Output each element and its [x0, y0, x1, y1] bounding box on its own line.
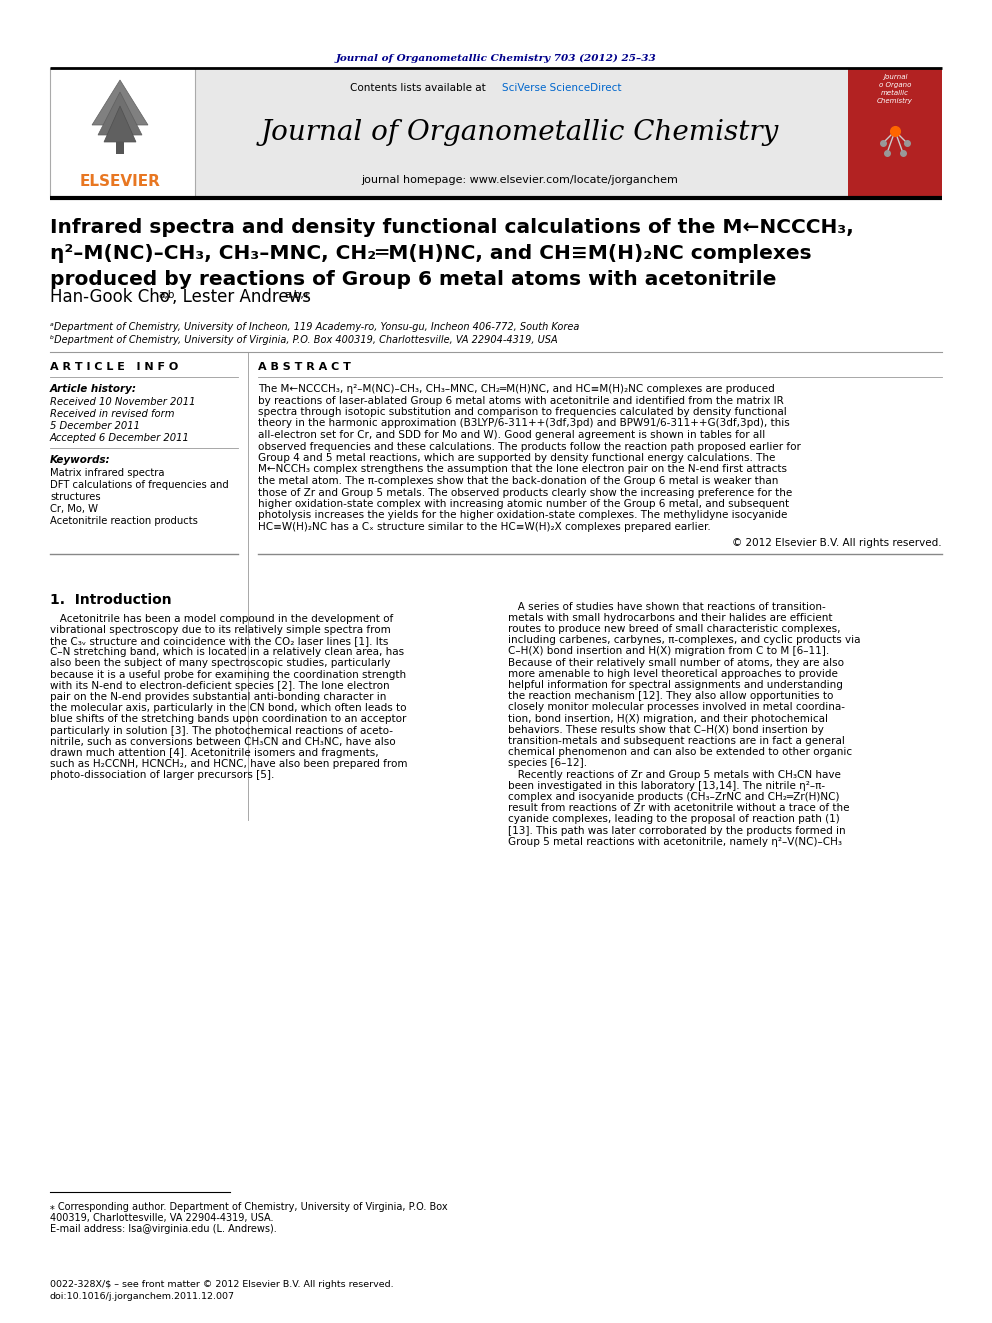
Text: also been the subject of many spectroscopic studies, particularly: also been the subject of many spectrosco…	[50, 659, 391, 668]
Text: those of Zr and Group 5 metals. The observed products clearly show the increasin: those of Zr and Group 5 metals. The obse…	[258, 487, 793, 497]
Text: by reactions of laser-ablated Group 6 metal atoms with acetonitrile and identifi: by reactions of laser-ablated Group 6 me…	[258, 396, 784, 406]
Text: the reaction mechanism [12]. They also allow opportunities to: the reaction mechanism [12]. They also a…	[508, 691, 833, 701]
Text: Journal of Organometallic Chemistry: Journal of Organometallic Chemistry	[261, 119, 779, 146]
Text: structures: structures	[50, 492, 100, 501]
Bar	[50, 67, 195, 198]
Text: produced by reactions of Group 6 metal atoms with acetonitrile: produced by reactions of Group 6 metal a…	[50, 270, 777, 288]
Text: photo-dissociation of larger precursors [5].: photo-dissociation of larger precursors …	[50, 770, 275, 781]
Bar	[195, 67, 848, 198]
Text: tion, bond insertion, H(X) migration, and their photochemical: tion, bond insertion, H(X) migration, an…	[508, 713, 828, 724]
Text: C–N stretching band, which is located in a relatively clean area, has: C–N stretching band, which is located in…	[50, 647, 404, 658]
Text: metallic: metallic	[881, 90, 909, 97]
Text: ⁎ Corresponding author. Department of Chemistry, University of Virginia, P.O. Bo: ⁎ Corresponding author. Department of Ch…	[50, 1203, 447, 1212]
Text: species [6–12].: species [6–12].	[508, 758, 587, 769]
Text: photolysis increases the yields for the higher oxidation-state complexes. The me: photolysis increases the yields for the …	[258, 511, 788, 520]
Text: Acetonitrile reaction products: Acetonitrile reaction products	[50, 516, 197, 527]
Text: cyanide complexes, leading to the proposal of reaction path (1): cyanide complexes, leading to the propos…	[508, 814, 840, 824]
Text: Received in revised form: Received in revised form	[50, 409, 175, 419]
Text: vibrational spectroscopy due to its relatively simple spectra from: vibrational spectroscopy due to its rela…	[50, 624, 391, 635]
Polygon shape	[92, 79, 148, 124]
Text: Accepted 6 December 2011: Accepted 6 December 2011	[50, 433, 189, 443]
Text: A R T I C L E   I N F O: A R T I C L E I N F O	[50, 363, 179, 372]
Text: Matrix infrared spectra: Matrix infrared spectra	[50, 468, 165, 478]
Text: DFT calculations of frequencies and: DFT calculations of frequencies and	[50, 480, 229, 490]
Text: Group 4 and 5 metal reactions, which are supported by density functional energy : Group 4 and 5 metal reactions, which are…	[258, 452, 776, 463]
Text: particularly in solution [3]. The photochemical reactions of aceto-: particularly in solution [3]. The photoc…	[50, 725, 393, 736]
Text: 400319, Charlottesville, VA 22904-4319, USA.: 400319, Charlottesville, VA 22904-4319, …	[50, 1213, 274, 1222]
Text: all-electron set for Cr, and SDD for Mo and W). Good general agreement is shown : all-electron set for Cr, and SDD for Mo …	[258, 430, 765, 441]
Text: 1.  Introduction: 1. Introduction	[50, 594, 172, 607]
Bar	[116, 142, 124, 153]
Text: SciVerse ScienceDirect: SciVerse ScienceDirect	[502, 83, 622, 93]
Text: , Lester Andrews: , Lester Andrews	[172, 288, 311, 306]
Text: 0022-328X/$ – see front matter © 2012 Elsevier B.V. All rights reserved.: 0022-328X/$ – see front matter © 2012 El…	[50, 1279, 394, 1289]
Text: Cr, Mo, W: Cr, Mo, W	[50, 504, 98, 515]
Text: chemical phenomenon and can also be extended to other organic: chemical phenomenon and can also be exte…	[508, 747, 852, 757]
Text: blue shifts of the stretching bands upon coordination to an acceptor: blue shifts of the stretching bands upon…	[50, 714, 407, 724]
Text: Group 5 metal reactions with acetonitrile, namely η²–V(NC)–CH₃: Group 5 metal reactions with acetonitril…	[508, 836, 842, 847]
Text: C–H(X) bond insertion and H(X) migration from C to M [6–11].: C–H(X) bond insertion and H(X) migration…	[508, 647, 829, 656]
Text: behaviors. These results show that C–H(X) bond insertion by: behaviors. These results show that C–H(X…	[508, 725, 824, 734]
Text: journal homepage: www.elsevier.com/locate/jorganchem: journal homepage: www.elsevier.com/locat…	[361, 175, 679, 185]
Text: such as H₂CCNH, HCNCH₂, and HCNC, have also been prepared from: such as H₂CCNH, HCNCH₂, and HCNC, have a…	[50, 759, 408, 769]
Text: 5 December 2011: 5 December 2011	[50, 421, 140, 431]
Bar	[848, 67, 942, 198]
Text: o Organo: o Organo	[879, 82, 912, 89]
Text: M←NCCH₃ complex strengthens the assumption that the lone electron pair on the N-: M←NCCH₃ complex strengthens the assumpti…	[258, 464, 787, 475]
Text: ᵇDepartment of Chemistry, University of Virginia, P.O. Box 400319, Charlottesvil: ᵇDepartment of Chemistry, University of …	[50, 335, 558, 345]
Text: Article history:: Article history:	[50, 384, 137, 394]
Text: spectra through isotopic substitution and comparison to frequencies calculated b: spectra through isotopic substitution an…	[258, 407, 787, 417]
Text: a,b,⁎: a,b,⁎	[284, 290, 309, 300]
Text: theory in the harmonic approximation (B3LYP/6-311++(3df,3pd) and BPW91/6-311++G(: theory in the harmonic approximation (B3…	[258, 418, 790, 429]
Text: © 2012 Elsevier B.V. All rights reserved.: © 2012 Elsevier B.V. All rights reserved…	[732, 537, 942, 548]
Text: A B S T R A C T: A B S T R A C T	[258, 363, 351, 372]
Text: routes to produce new breed of small characteristic complexes,: routes to produce new breed of small cha…	[508, 624, 840, 634]
Text: Received 10 November 2011: Received 10 November 2011	[50, 397, 195, 407]
Text: higher oxidation-state complex with increasing atomic number of the Group 6 meta: higher oxidation-state complex with incr…	[258, 499, 789, 509]
Text: A series of studies have shown that reactions of transition-: A series of studies have shown that reac…	[508, 602, 825, 611]
Text: a,b: a,b	[158, 290, 175, 300]
Text: doi:10.1016/j.jorganchem.2011.12.007: doi:10.1016/j.jorganchem.2011.12.007	[50, 1293, 235, 1301]
Text: HC≡W(H)₂NC has a Cₓ structure similar to the HC≡W(H)₂X complexes prepared earlie: HC≡W(H)₂NC has a Cₓ structure similar to…	[258, 523, 710, 532]
Text: Han-Gook Cho: Han-Gook Cho	[50, 288, 170, 306]
Text: Because of their relatively small number of atoms, they are also: Because of their relatively small number…	[508, 658, 844, 668]
Text: E-mail address: lsa@virginia.edu (L. Andrews).: E-mail address: lsa@virginia.edu (L. And…	[50, 1224, 277, 1234]
Text: result from reactions of Zr with acetonitrile without a trace of the: result from reactions of Zr with acetoni…	[508, 803, 849, 814]
Text: transition-metals and subsequent reactions are in fact a general: transition-metals and subsequent reactio…	[508, 736, 845, 746]
Bar	[50, 67, 195, 198]
Text: the metal atom. The π-complexes show that the back-donation of the Group 6 metal: the metal atom. The π-complexes show tha…	[258, 476, 779, 486]
Text: ᵃDepartment of Chemistry, University of Incheon, 119 Academy-ro, Yonsu-gu, Inche: ᵃDepartment of Chemistry, University of …	[50, 321, 579, 332]
Polygon shape	[104, 106, 136, 142]
Text: because it is a useful probe for examining the coordination strength: because it is a useful probe for examini…	[50, 669, 406, 680]
Text: the C₃ᵥ structure and coincidence with the CO₂ laser lines [1]. Its: the C₃ᵥ structure and coincidence with t…	[50, 636, 389, 646]
Text: Contents lists available at: Contents lists available at	[350, 83, 489, 93]
Text: drawn much attention [4]. Acetonitrile isomers and fragments,: drawn much attention [4]. Acetonitrile i…	[50, 747, 379, 758]
Text: helpful information for spectral assignments and understanding: helpful information for spectral assignm…	[508, 680, 843, 689]
Text: complex and isocyanide products (CH₃–ZrNC and CH₂═Zr(H)NC): complex and isocyanide products (CH₃–ZrN…	[508, 792, 839, 802]
Text: Keywords:: Keywords:	[50, 455, 111, 464]
Text: been investigated in this laboratory [13,14]. The nitrile η²–π-: been investigated in this laboratory [13…	[508, 781, 825, 791]
Text: observed frequencies and these calculations. The products follow the reaction pa: observed frequencies and these calculati…	[258, 442, 801, 451]
Text: metals with small hydrocarbons and their halides are efficient: metals with small hydrocarbons and their…	[508, 613, 832, 623]
Text: [13]. This path was later corroborated by the products formed in: [13]. This path was later corroborated b…	[508, 826, 845, 836]
Text: with its N-end to electron-deficient species [2]. The lone electron: with its N-end to electron-deficient spe…	[50, 681, 390, 691]
Text: including carbenes, carbynes, π-complexes, and cyclic products via: including carbenes, carbynes, π-complexe…	[508, 635, 860, 646]
Text: pair on the N-end provides substantial anti-bonding character in: pair on the N-end provides substantial a…	[50, 692, 386, 703]
Text: ELSEVIER: ELSEVIER	[79, 175, 161, 189]
Text: Journal of Organometallic Chemistry 703 (2012) 25–33: Journal of Organometallic Chemistry 703 …	[335, 53, 657, 62]
Text: more amenable to high level theoretical approaches to provide: more amenable to high level theoretical …	[508, 668, 838, 679]
Text: The M←NCCCH₃, η²–M(NC)–CH₃, CH₃–MNC, CH₂═M(H)NC, and HC≡M(H)₂NC complexes are pr: The M←NCCCH₃, η²–M(NC)–CH₃, CH₃–MNC, CH₂…	[258, 384, 775, 394]
Text: Acetonitrile has been a model compound in the development of: Acetonitrile has been a model compound i…	[50, 614, 393, 623]
Text: Journal: Journal	[883, 74, 908, 79]
Text: closely monitor molecular processes involved in metal coordina-: closely monitor molecular processes invo…	[508, 703, 845, 712]
Text: η²–M(NC)–CH₃, CH₃–MNC, CH₂═M(H)NC, and CH≡M(H)₂NC complexes: η²–M(NC)–CH₃, CH₃–MNC, CH₂═M(H)NC, and C…	[50, 243, 811, 263]
Text: Infrared spectra and density functional calculations of the M←NCCCH₃,: Infrared spectra and density functional …	[50, 218, 854, 237]
Text: nitrile, such as conversions between CH₃CN and CH₃NC, have also: nitrile, such as conversions between CH₃…	[50, 737, 396, 746]
Text: Chemistry: Chemistry	[877, 98, 913, 105]
Text: Recently reactions of Zr and Group 5 metals with CH₃CN have: Recently reactions of Zr and Group 5 met…	[508, 770, 841, 779]
Polygon shape	[98, 93, 142, 135]
Text: the molecular axis, particularly in the CN bond, which often leads to: the molecular axis, particularly in the …	[50, 703, 407, 713]
